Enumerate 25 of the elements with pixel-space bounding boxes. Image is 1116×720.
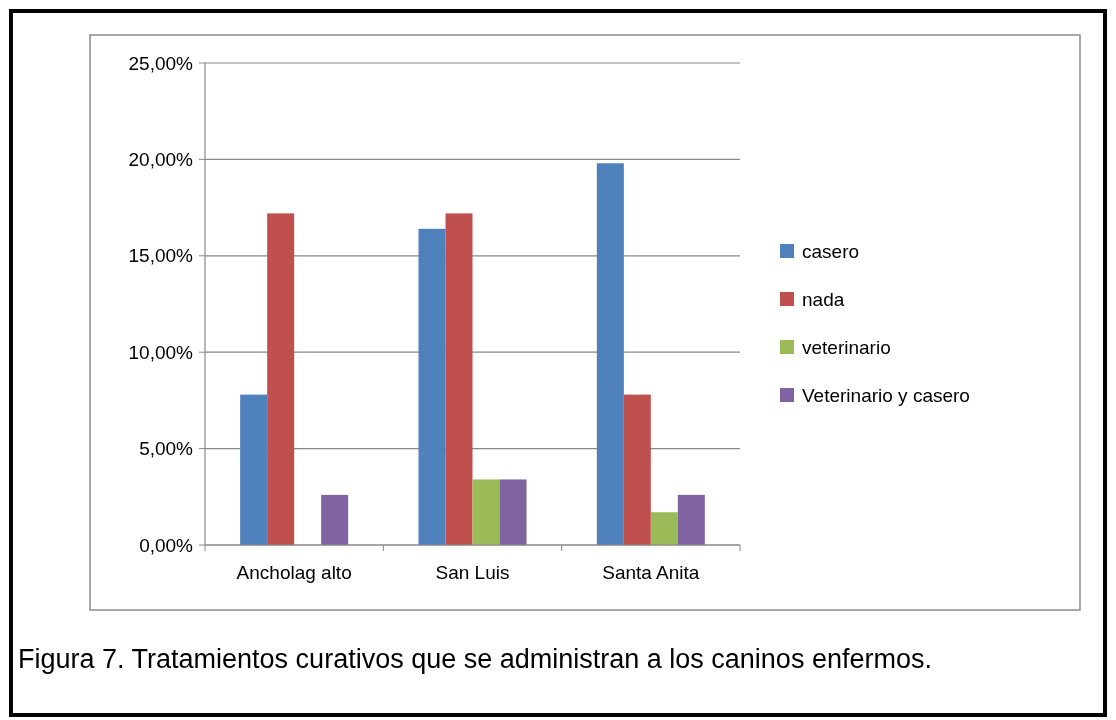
bar [650,512,678,545]
bar [499,479,527,545]
legend-label: Veterinario y casero [802,384,970,406]
bar [418,228,446,545]
y-tick-label: 15,00% [128,245,194,267]
legend-label: casero [802,240,860,262]
bar [677,494,705,545]
text: Figura 7. Tratamientos curativos que se administran a los caninos enfermos. [18,644,932,674]
y-tick-label: 0,00% [139,534,194,556]
legend-label: nada [802,288,845,310]
bar [240,394,268,545]
bar [596,163,624,545]
bar [623,394,651,545]
legend-label: veterinario [802,336,891,358]
bar [445,213,473,545]
bar [267,213,295,545]
x-tick-label: San Luis [435,562,510,583]
x-tick-label: Santa Anita [602,562,700,583]
bar [472,479,500,545]
y-tick-label: 20,00% [128,149,194,171]
y-tick-label: 10,00% [128,341,194,363]
x-tick-label: Ancholag alto [236,562,352,583]
y-tick-label: 5,00% [139,438,194,460]
y-tick-label: 25,00% [128,52,194,74]
bar [321,494,349,545]
